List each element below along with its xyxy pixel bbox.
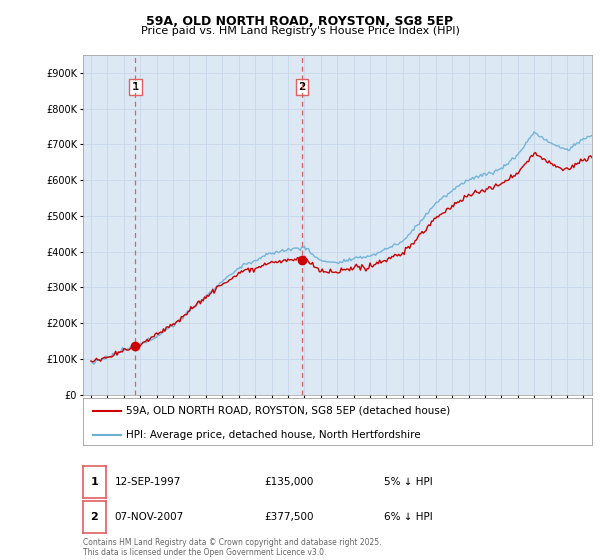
- Text: 1: 1: [131, 82, 139, 92]
- Text: 6% ↓ HPI: 6% ↓ HPI: [384, 512, 433, 522]
- Text: HPI: Average price, detached house, North Hertfordshire: HPI: Average price, detached house, Nort…: [126, 430, 421, 440]
- Text: 59A, OLD NORTH ROAD, ROYSTON, SG8 5EP: 59A, OLD NORTH ROAD, ROYSTON, SG8 5EP: [146, 15, 454, 28]
- Text: 2: 2: [298, 82, 305, 92]
- Text: 5% ↓ HPI: 5% ↓ HPI: [384, 477, 433, 487]
- Text: Contains HM Land Registry data © Crown copyright and database right 2025.
This d: Contains HM Land Registry data © Crown c…: [83, 538, 382, 557]
- Text: 59A, OLD NORTH ROAD, ROYSTON, SG8 5EP (detached house): 59A, OLD NORTH ROAD, ROYSTON, SG8 5EP (d…: [126, 406, 450, 416]
- Text: Price paid vs. HM Land Registry's House Price Index (HPI): Price paid vs. HM Land Registry's House …: [140, 26, 460, 36]
- Text: 07-NOV-2007: 07-NOV-2007: [115, 512, 184, 522]
- Text: £135,000: £135,000: [264, 477, 313, 487]
- Text: 1: 1: [91, 477, 98, 487]
- Text: 2: 2: [91, 512, 98, 522]
- Text: 12-SEP-1997: 12-SEP-1997: [115, 477, 181, 487]
- Text: £377,500: £377,500: [264, 512, 314, 522]
